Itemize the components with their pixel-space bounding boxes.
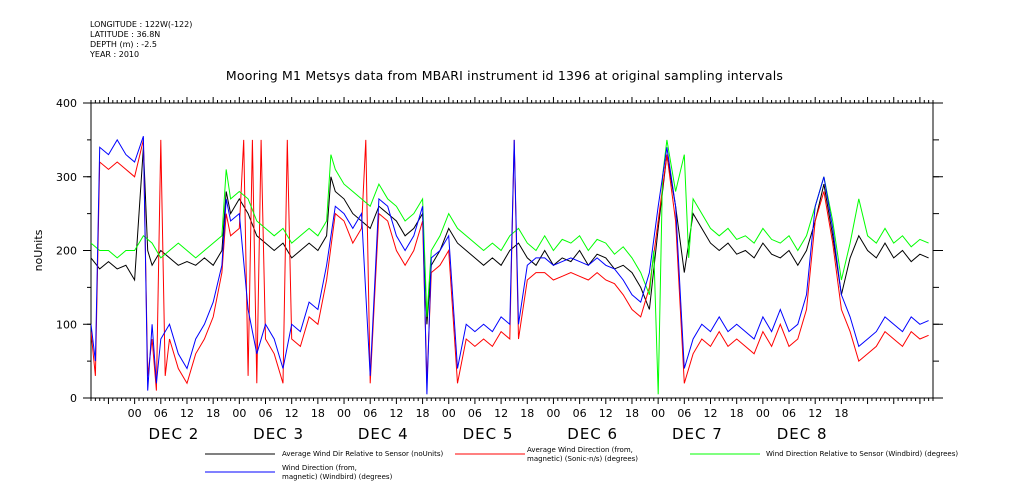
x-tick-label: 18 (416, 407, 430, 420)
series-line-1 (91, 147, 929, 325)
x-day-label: DEC 7 (672, 425, 723, 443)
x-tick-label: 06 (363, 407, 377, 420)
y-tick-label: 200 (56, 245, 77, 258)
x-tick-label: 00 (651, 407, 665, 420)
series-line-4 (91, 136, 929, 395)
latitude-label: LATITUDE : 36.8N (90, 30, 161, 39)
x-tick-label: 00 (546, 407, 560, 420)
x-tick-label: 12 (285, 407, 299, 420)
x-tick-label: 18 (625, 407, 639, 420)
x-tick-label: 12 (599, 407, 613, 420)
depth-label: DEPTH (m) : -2.5 (90, 40, 157, 49)
legend-label-3: Wind Direction Relative to Sensor (Windb… (766, 450, 958, 458)
x-tick-label: 00 (128, 407, 142, 420)
chart-title: Mooring M1 Metsys data from MBARI instru… (225, 68, 784, 83)
x-day-label: DEC 2 (148, 425, 199, 443)
x-tick-label: 18 (834, 407, 848, 420)
x-tick-label: 12 (704, 407, 718, 420)
x-tick-label: 06 (154, 407, 168, 420)
x-day-label: DEC 4 (358, 425, 409, 443)
x-day-label: DEC 6 (567, 425, 618, 443)
x-tick-label: 18 (311, 407, 325, 420)
series-line-3 (91, 139, 929, 395)
legend-label-1: Average Wind Dir Relative to Sensor (noU… (282, 450, 443, 458)
x-tick-label: 00 (756, 407, 770, 420)
y-axis-label: noUnits (32, 229, 45, 271)
x-tick-label: 06 (573, 407, 587, 420)
legend-label-2: Average Wind Direction (from, (527, 446, 633, 454)
x-tick-label: 00 (337, 407, 351, 420)
x-tick-label: 00 (442, 407, 456, 420)
x-tick-label: 06 (259, 407, 273, 420)
x-tick-label: 18 (206, 407, 220, 420)
x-day-label: DEC 8 (777, 425, 828, 443)
x-day-label: DEC 5 (463, 425, 514, 443)
y-tick-label: 300 (56, 171, 77, 184)
metadata-block: LONGITUDE : 122W(-122) LATITUDE : 36.8N … (90, 20, 192, 60)
legend-label-4: Wind Direction (from, (282, 464, 357, 472)
x-tick-label: 12 (808, 407, 822, 420)
x-day-label: DEC 3 (253, 425, 304, 443)
x-tick-label: 18 (520, 407, 534, 420)
x-tick-label: 00 (232, 407, 246, 420)
x-tick-label: 06 (782, 407, 796, 420)
x-tick-label: 06 (677, 407, 691, 420)
y-tick-label: 0 (70, 392, 77, 405)
year-label: YEAR : 2010 (90, 50, 140, 59)
longitude-label: LONGITUDE : 122W(-122) (90, 20, 193, 29)
x-tick-label: 06 (468, 407, 482, 420)
x-tick-label: 12 (389, 407, 403, 420)
y-tick-label: 400 (56, 97, 77, 110)
y-tick-label: 100 (56, 318, 77, 331)
legend-label-2: magnetic) (Sonic-n/s) (degrees) (527, 455, 638, 463)
x-tick-label: 12 (494, 407, 508, 420)
x-tick-label: 12 (180, 407, 194, 420)
series-line-2 (91, 139, 929, 391)
x-tick-label: 18 (730, 407, 744, 420)
legend-label-4: magnetic) (Windbird) (degrees) (282, 473, 393, 481)
